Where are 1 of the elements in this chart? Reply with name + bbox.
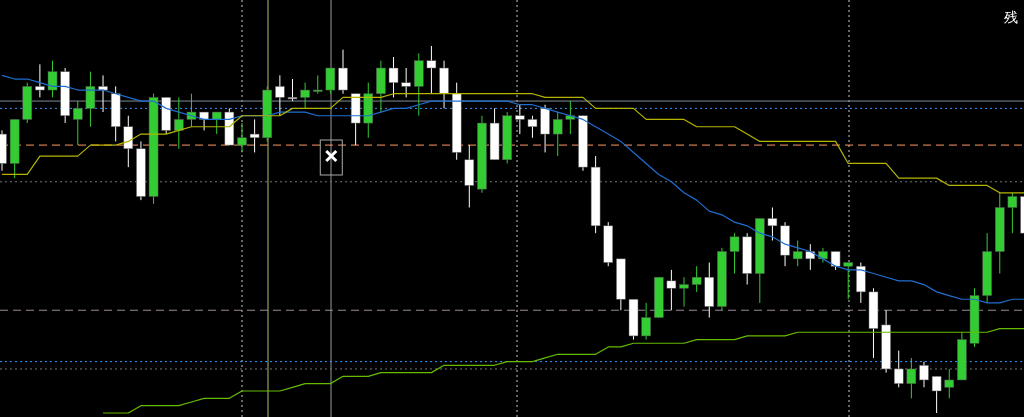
text: 残 (1004, 9, 1018, 25)
